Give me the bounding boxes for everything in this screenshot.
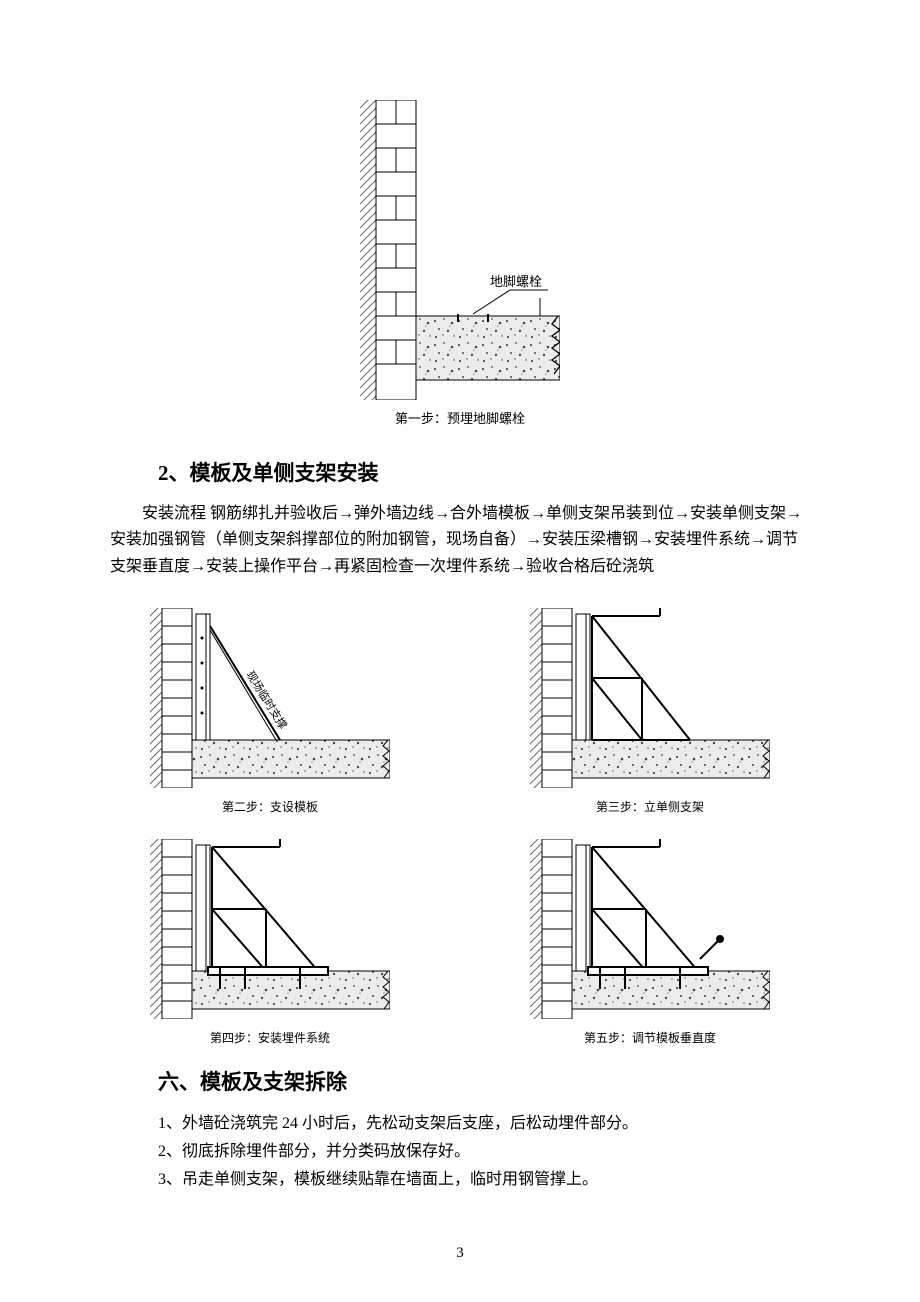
steps-grid: 现场临时支撑 第二步：支设模板 [120,608,800,1046]
temp-brace-label: 现场临时支撑 [243,668,290,731]
figure-step2-caption: 第二步：支设模板 [222,798,318,815]
figure-step1-svg: 地脚螺栓 [360,100,560,400]
list-item: 1、外墙砼浇筑完 24 小时后，先松动支架后支座，后松动埋件部分。 [158,1110,810,1138]
figure-step5-caption: 第五步：调节模板垂直度 [584,1029,716,1046]
figure-step1-caption: 第一步：预埋地脚螺栓 [395,408,525,427]
section2-paragraph: 安装流程 钢筋绑扎并验收后→弹外墙边线→合外墙模板→单侧支架吊装到位→安装单侧支… [110,501,810,580]
anchor-bolt-label: 地脚螺栓 [490,274,542,289]
list-item: 2、彻底拆除埋件部分，并分类码放保存好。 [158,1138,810,1166]
figure-step5: 第五步：调节模板垂直度 [500,839,800,1046]
figure-step4: 第四步：安装埋件系统 [120,839,420,1046]
figure-step3: 第三步：立单侧支架 [500,608,800,815]
figure-step4-caption: 第四步：安装埋件系统 [210,1029,330,1046]
section6-list: 1、外墙砼浇筑完 24 小时后，先松动支架后支座，后松动埋件部分。 2、彻底拆除… [158,1110,810,1194]
section6-heading: 六、模板及支架拆除 [158,1066,810,1096]
section2-heading: 2、模板及单侧支架安装 [158,457,810,487]
figure-step2: 现场临时支撑 第二步：支设模板 [120,608,420,815]
list-item: 3、吊走单侧支架，模板继续贴靠在墙面上，临时用钢管撑上。 [158,1166,810,1194]
figure-step3-caption: 第三步：立单侧支架 [596,798,704,815]
page-number: 3 [0,1245,920,1262]
figure-step1: 地脚螺栓 第一步：预埋地脚螺栓 [110,100,810,427]
